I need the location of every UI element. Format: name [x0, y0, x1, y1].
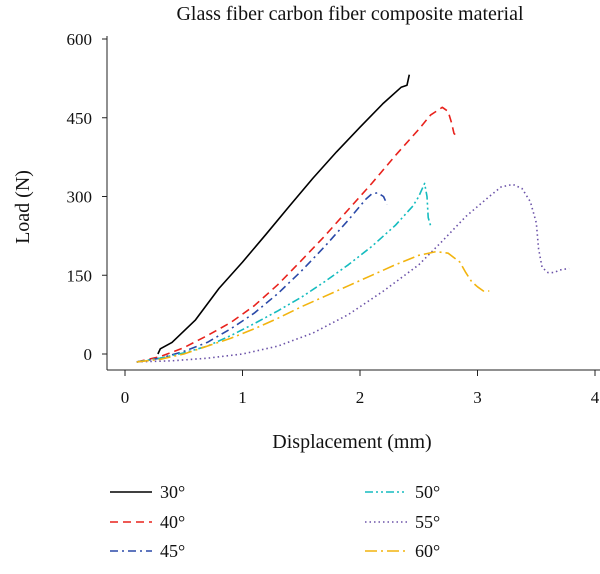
- x-axis-ticks: 0 1 2 3 4: [121, 370, 600, 407]
- series-line-2: [136, 106, 460, 363]
- series-line-4: [136, 182, 432, 363]
- series-line-1: [157, 74, 411, 355]
- series-layer: [136, 74, 570, 363]
- y-tick-label: 0: [84, 345, 93, 364]
- x-tick-label: 2: [356, 388, 365, 407]
- legend: 30° 40° 45° 50° 55° 60°: [110, 482, 440, 561]
- x-tick-label: 1: [238, 388, 247, 407]
- y-tick-label: 450: [67, 109, 93, 128]
- y-tick-label: 150: [67, 266, 93, 285]
- y-axis-ticks: 0 150 300 450 600: [67, 30, 107, 364]
- x-axis-label: Displacement (mm): [272, 431, 431, 453]
- chart-title: Glass fiber carbon fiber composite mater…: [176, 3, 524, 25]
- legend-label: 40°: [160, 512, 185, 532]
- legend-label: 50°: [415, 482, 440, 502]
- x-tick-label: 4: [591, 388, 600, 407]
- y-axis-label: Load (N): [12, 170, 34, 244]
- legend-label: 55°: [415, 512, 440, 532]
- y-tick-label: 600: [67, 30, 93, 49]
- legend-label: 60°: [415, 541, 440, 561]
- series-line-6: [136, 250, 490, 363]
- x-tick-label: 3: [473, 388, 482, 407]
- series-line-3: [136, 192, 388, 363]
- y-tick-label: 300: [67, 188, 93, 207]
- series-line-5: [136, 183, 570, 363]
- legend-label: 45°: [160, 541, 185, 561]
- legend-label: 30°: [160, 482, 185, 502]
- x-tick-label: 0: [121, 388, 130, 407]
